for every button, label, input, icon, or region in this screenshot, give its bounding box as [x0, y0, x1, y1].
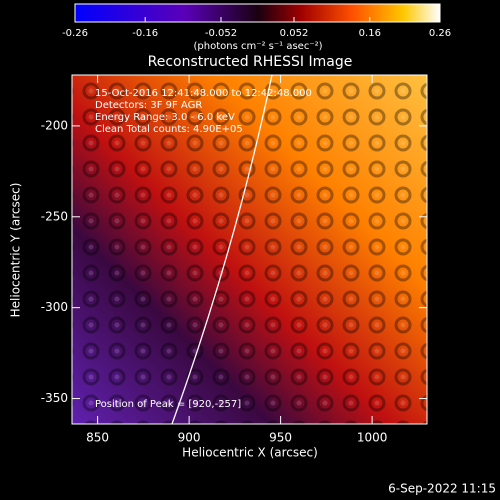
image-texture [72, 75, 427, 424]
colorbar-tick-label: -0.16 [132, 28, 158, 39]
colorbar-tick-label: -0.26 [62, 28, 88, 39]
x-axis-label: Heliocentric X (arcsec) [182, 446, 318, 460]
colorbar-tick-label: 0.052 [280, 28, 309, 39]
x-tick-label: 950 [269, 431, 292, 445]
y-tick-label: -200 [41, 118, 68, 132]
y-tick-label: -300 [41, 300, 68, 314]
annotation: 15-Oct-2016 12:41:48.000 to 12:42:48.000 [95, 88, 312, 99]
y-axis-label: Heliocentric Y (arcsec) [9, 183, 23, 318]
peak-label: Position of Peak = [920,-257] [95, 399, 241, 410]
annotation: Energy Range: 3.0 - 6.0 keV [95, 112, 235, 123]
x-tick-label: 1000 [357, 431, 388, 445]
x-tick-label: 850 [86, 431, 109, 445]
colorbar-tick-label: -0.052 [205, 28, 237, 39]
annotation: Detectors: 3F 9F AGR [95, 100, 202, 111]
annotation: Clean Total counts: 4.90E+05 [95, 124, 243, 135]
colorbar-label: (photons cm⁻² s⁻¹ asec⁻²) [193, 41, 322, 52]
solar-limb [171, 74, 273, 425]
colorbar-tick-label: 0.26 [429, 28, 451, 39]
chart-title: Reconstructed RHESSI Image [148, 54, 353, 70]
footer-date: 6-Sep-2022 11:15 [388, 482, 496, 496]
y-tick-label: -250 [41, 209, 68, 223]
y-tick-label: -350 [41, 391, 68, 405]
colorbar [74, 3, 441, 23]
plot-frame [71, 74, 428, 425]
colorbar-tick-label: 0.16 [359, 28, 381, 39]
x-tick-label: 900 [178, 431, 201, 445]
